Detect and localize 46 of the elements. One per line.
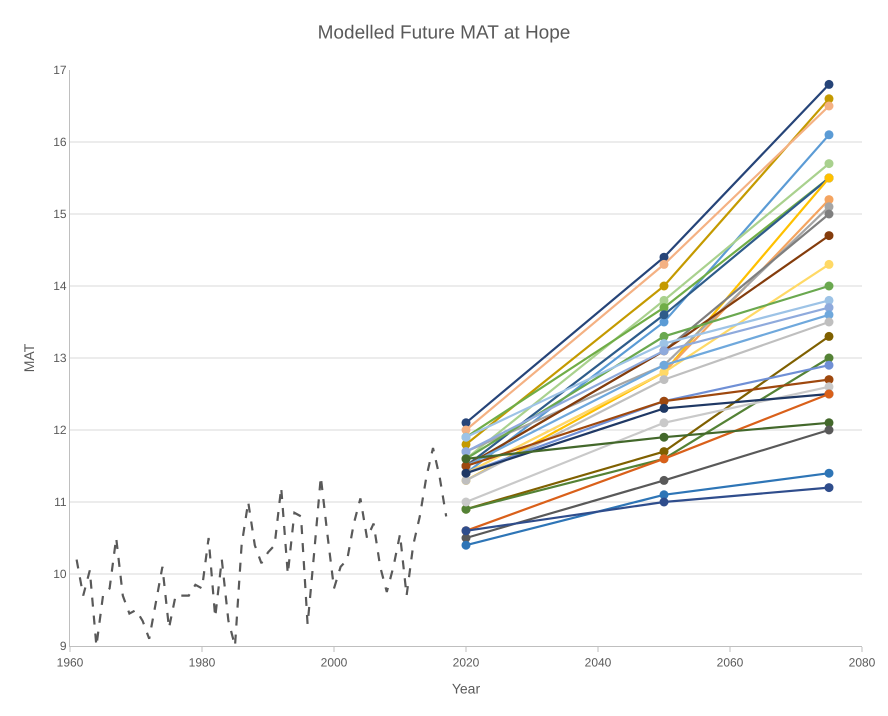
point <box>660 476 668 485</box>
y-tick-label: 17 <box>53 63 67 78</box>
point <box>824 426 834 434</box>
point <box>824 318 834 326</box>
point <box>824 231 834 240</box>
point <box>824 130 834 140</box>
x-tick-label: 2020 <box>452 655 480 670</box>
point <box>660 282 668 290</box>
point <box>824 468 834 478</box>
point <box>824 483 834 492</box>
y-tick-label: 13 <box>53 351 67 366</box>
x-tick-label: 2040 <box>584 655 612 670</box>
point <box>824 360 834 370</box>
point <box>824 260 834 269</box>
y-tick-label: 15 <box>53 207 67 222</box>
point <box>824 102 834 110</box>
point <box>660 318 668 326</box>
point <box>660 498 668 506</box>
point <box>660 375 668 384</box>
y-tick-label: 12 <box>53 423 67 438</box>
chart-title: Modelled Future MAT at Hope <box>318 22 570 44</box>
point <box>660 432 668 442</box>
x-tick-label: 1960 <box>56 655 84 670</box>
point <box>462 540 470 550</box>
x-tick-label: 1980 <box>188 655 216 670</box>
point <box>824 282 834 290</box>
x-axis-title: Year <box>452 680 480 697</box>
y-tick-label: 11 <box>54 495 67 510</box>
point <box>660 418 668 428</box>
y-tick-label: 10 <box>53 567 67 582</box>
point <box>824 80 834 89</box>
y-axis-title: MAT <box>20 343 37 372</box>
y-tick-label: 16 <box>53 135 67 150</box>
x-tick-label: 2060 <box>716 655 744 670</box>
x-tick-label: 2080 <box>848 655 876 670</box>
point <box>824 210 834 218</box>
line-series <box>76 446 448 646</box>
y-tick-label: 9 <box>60 639 67 654</box>
point <box>824 159 834 168</box>
point <box>824 332 834 341</box>
point <box>660 260 668 269</box>
y-tick-label: 14 <box>53 279 67 294</box>
x-tick-label: 2000 <box>320 655 348 670</box>
point <box>660 310 668 320</box>
point <box>462 498 470 506</box>
point <box>660 404 668 413</box>
